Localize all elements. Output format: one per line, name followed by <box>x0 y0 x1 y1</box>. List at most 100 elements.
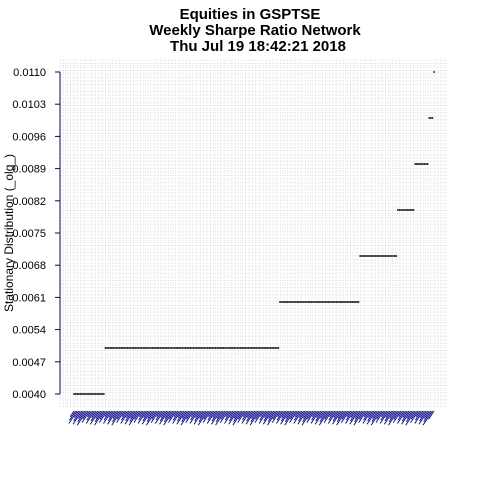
data-point <box>157 347 160 349</box>
data-point <box>368 255 371 257</box>
data-point <box>109 347 112 349</box>
x-tick-label <box>232 410 243 426</box>
data-point <box>211 347 214 349</box>
data-point <box>409 209 412 211</box>
data-point <box>145 347 148 349</box>
x-tick-label <box>111 410 122 426</box>
data-point <box>374 255 377 257</box>
data-point <box>332 301 335 303</box>
x-tick-label <box>89 410 100 425</box>
x-tick-label <box>398 410 403 418</box>
data-point <box>238 347 240 349</box>
data-point <box>335 301 338 303</box>
x-tick-label <box>354 410 363 423</box>
data-point <box>318 301 321 303</box>
x-tick-label <box>124 410 135 425</box>
x-tick-label <box>366 410 377 425</box>
x-tick-label <box>150 410 160 423</box>
data-point <box>85 393 88 395</box>
x-tick-label <box>410 410 419 423</box>
x-tick-label <box>345 410 355 424</box>
data-point <box>117 347 119 349</box>
x-tick-label <box>233 410 240 419</box>
x-tick-label <box>120 410 130 424</box>
x-tick-label <box>147 410 153 419</box>
data-point <box>106 347 108 349</box>
x-tick-label <box>306 410 315 423</box>
data-point <box>213 347 215 349</box>
x-tick-label <box>173 410 179 418</box>
data-point <box>340 301 343 303</box>
x-tick-label <box>284 410 295 426</box>
data-point <box>148 347 151 349</box>
data-point <box>253 347 256 349</box>
x-tick-label <box>255 410 262 420</box>
data-point <box>293 301 295 303</box>
data-point <box>266 347 269 349</box>
data-point <box>352 301 355 303</box>
data-point <box>135 347 138 349</box>
data-point <box>255 347 258 349</box>
data-point <box>214 347 217 349</box>
x-tick-label <box>69 410 75 418</box>
data-point <box>235 347 237 349</box>
data-point <box>400 209 402 211</box>
x-tick-label <box>224 410 232 421</box>
x-tick-label <box>168 410 177 423</box>
data-point <box>179 347 182 349</box>
x-tick-label <box>186 410 193 420</box>
data-point <box>301 301 303 303</box>
y-tick-label: 0.0054 <box>12 325 46 337</box>
grid <box>59 59 448 408</box>
x-tick-label <box>379 410 389 424</box>
x-tick-label <box>212 410 218 418</box>
x-tick-label <box>337 410 344 419</box>
x-tick-label <box>219 410 229 423</box>
data-point <box>101 393 104 395</box>
x-tick-label <box>302 410 311 423</box>
data-point <box>192 347 195 349</box>
data-point <box>128 347 130 349</box>
data-point <box>299 301 302 303</box>
x-tick-label <box>406 410 413 419</box>
x-tick-label <box>405 410 416 426</box>
x-tick-label <box>137 410 147 424</box>
x-tick-label <box>229 410 235 418</box>
x-tick-label <box>133 410 142 423</box>
y-tick-label: 0.0089 <box>12 164 46 176</box>
x-tick-label <box>108 410 114 418</box>
x-tick-label <box>307 410 314 420</box>
x-tick-label <box>128 410 139 426</box>
data-point <box>268 347 270 349</box>
x-tick-label <box>249 410 260 426</box>
data-point <box>139 347 141 349</box>
data-point <box>392 255 395 257</box>
x-tick-label <box>245 410 256 425</box>
y-tick-label: 0.0082 <box>12 196 46 208</box>
data-point <box>324 301 327 303</box>
data-point <box>334 301 336 303</box>
data-point <box>197 347 200 349</box>
data-point <box>231 347 234 349</box>
data-point <box>302 301 305 303</box>
x-tick-label <box>268 410 275 419</box>
data-point <box>261 347 264 349</box>
data-point <box>93 393 96 395</box>
x-tick-label <box>320 410 326 419</box>
x-tick-label <box>389 410 396 419</box>
data-point <box>365 255 368 257</box>
data-point <box>198 347 201 349</box>
data-point <box>91 393 94 395</box>
data-point <box>360 255 363 257</box>
data-point <box>173 347 176 349</box>
data-point <box>183 347 185 349</box>
x-tick-label <box>220 410 227 420</box>
x-tick-label <box>302 410 309 419</box>
x-tick-label <box>233 410 242 423</box>
data-point <box>296 301 299 303</box>
y-tick-label: 0.0040 <box>12 389 46 401</box>
x-tick-label <box>402 410 408 418</box>
data-point <box>99 393 102 395</box>
data-point <box>225 347 228 349</box>
x-tick-label <box>397 410 405 421</box>
